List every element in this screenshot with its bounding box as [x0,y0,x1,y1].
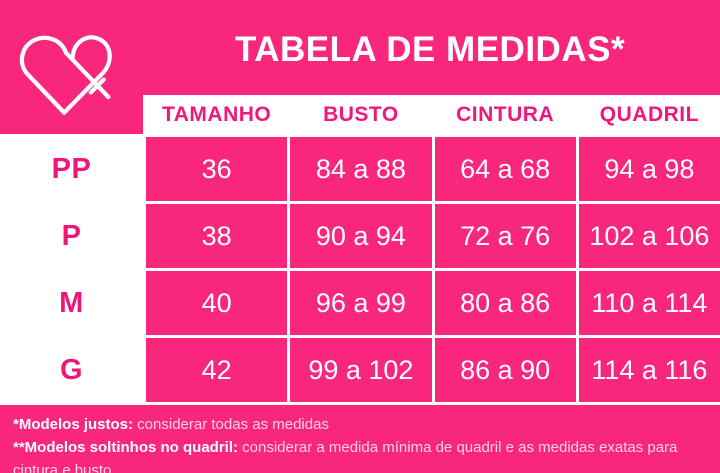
heart-logo [19,24,112,124]
size-label-pp: PP [0,137,143,201]
column-header-quadril: QUADRIL [599,102,699,126]
table-cell: 90 a 94 [290,204,432,268]
column-header-tamanho: TAMANHO [161,102,272,126]
footnotes: *Modelos justos: considerar todas as med… [13,413,712,473]
pierced-heart-icon [19,35,112,115]
table-cell: 114 a 116 [578,338,720,402]
size-label-m: M [0,271,143,335]
table-cell: 40 [146,271,288,335]
table-cell: 80 a 86 [434,271,576,335]
table-cell: 110 a 114 [578,271,720,335]
page-title: TABELA DE MEDIDAS* [234,30,626,69]
size-label-p: P [0,204,143,268]
footnote-tight-models: *Modelos justos: considerar todas as med… [13,413,712,436]
table-cell: 72 a 76 [434,204,576,268]
table-cell: 96 a 99 [290,271,432,335]
footnote-label: **Modelos soltinhos no quadril: [13,439,238,456]
table-cell: 102 a 106 [578,204,720,268]
column-header-busto: BUSTO [323,102,399,126]
table-cell: 64 a 68 [434,137,576,201]
size-table: PP 36 84 a 88 64 a 68 94 a 98 P 38 90 a … [0,134,720,405]
table-header-row: TAMANHO BUSTO CINTURA QUADRIL [143,95,720,134]
table-cell: 86 a 90 [434,338,576,402]
table-cell: 84 a 88 [290,137,432,201]
table-cell: 42 [146,338,288,402]
table-cell: 36 [146,137,288,201]
footnote-text: considerar todas as medidas [133,416,329,433]
footnote-label: *Modelos justos: [13,416,134,433]
footnote-loose-models: **Modelos soltinhos no quadril: consider… [13,436,712,473]
size-label-g: G [0,338,143,402]
table-cell: 38 [146,204,288,268]
column-header-cintura: CINTURA [456,102,555,126]
footnote-text: considerar a medida mínima de quadril e … [13,439,678,473]
table-cell: 99 a 102 [290,338,432,402]
table-cell: 94 a 98 [578,137,720,201]
